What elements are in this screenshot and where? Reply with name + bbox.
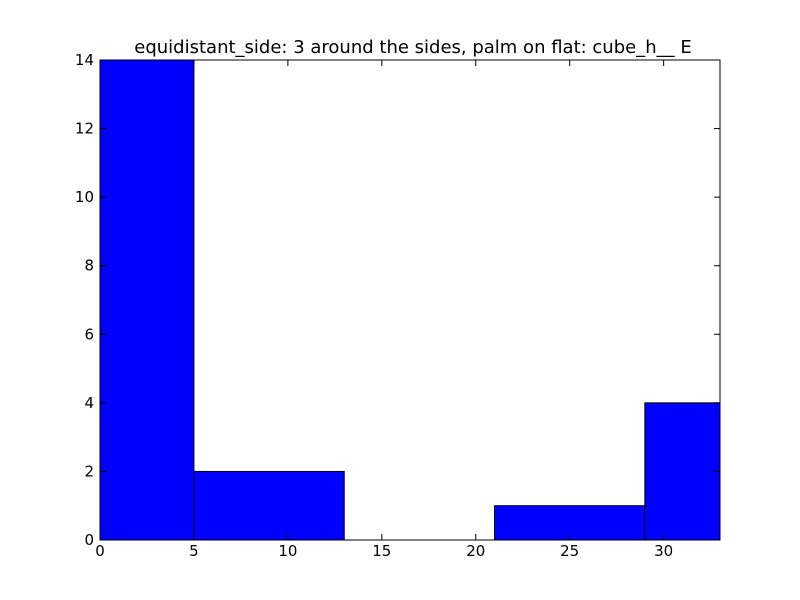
y-tick-label-4: 4 bbox=[84, 394, 94, 412]
ticks-layer: 0 5 10 15 20 25 30 0 2 4 6 8 10 12 14 bbox=[75, 51, 720, 560]
histogram-bar-0 bbox=[99, 59, 195, 541]
x-tick-label-25: 25 bbox=[560, 542, 579, 560]
y-tick-label-8: 8 bbox=[84, 257, 94, 275]
x-tick-label-15: 15 bbox=[372, 542, 391, 560]
histogram-bar-1 bbox=[193, 470, 345, 541]
x-tick-label-10: 10 bbox=[278, 542, 297, 560]
y-tick-label-2: 2 bbox=[84, 462, 94, 480]
y-tick-label-6: 6 bbox=[84, 325, 94, 343]
y-tick-label-10: 10 bbox=[75, 188, 94, 206]
plot-frame bbox=[99, 59, 721, 541]
y-tick-label-0: 0 bbox=[84, 531, 94, 549]
chart-title: equidistant_side: 3 around the sides, pa… bbox=[134, 37, 691, 58]
x-tick-label-5: 5 bbox=[189, 542, 199, 560]
y-tick-label-12: 12 bbox=[75, 120, 94, 138]
x-tick-label-30: 30 bbox=[654, 542, 673, 560]
histogram-bar-4 bbox=[644, 402, 721, 541]
x-tick-label-0: 0 bbox=[95, 542, 105, 560]
x-tick-label-20: 20 bbox=[466, 542, 485, 560]
y-tick-label-14: 14 bbox=[75, 51, 94, 69]
